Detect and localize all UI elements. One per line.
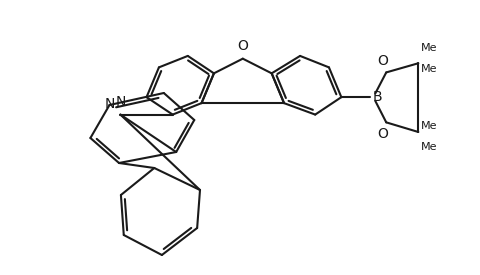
Text: B: B (372, 90, 381, 104)
Text: Me: Me (420, 64, 436, 74)
Text: Me: Me (420, 142, 436, 152)
Text: Me: Me (420, 121, 436, 131)
Text: O: O (376, 127, 387, 141)
Text: O: O (376, 54, 387, 68)
Text: N: N (104, 97, 115, 111)
Text: O: O (237, 39, 248, 53)
Text: Me: Me (420, 43, 436, 53)
Text: N: N (115, 95, 125, 109)
